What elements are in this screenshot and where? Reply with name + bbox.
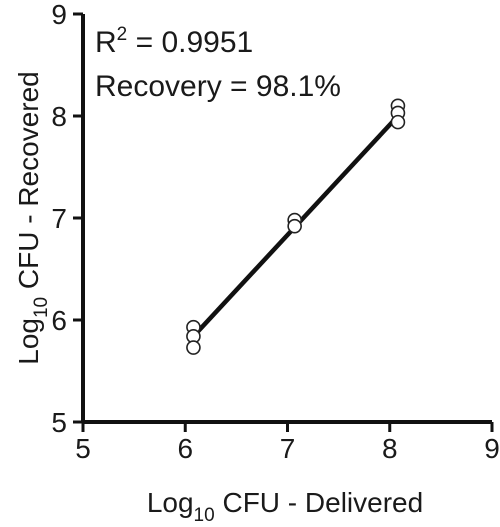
data-points <box>186 98 406 355</box>
y-tick-label: 6 <box>51 305 67 336</box>
y-tick-label: 7 <box>51 203 67 234</box>
x-tick-label: 9 <box>484 433 500 464</box>
y-axis-title: Log10 CFU - Recovered <box>13 71 52 364</box>
data-point <box>186 340 201 355</box>
x-axis-title: Log10 CFU - Delivered <box>147 487 423 526</box>
x-tick-label: 6 <box>177 433 193 464</box>
x-tick-label: 8 <box>382 433 398 464</box>
y-tick-label: 5 <box>51 407 67 438</box>
recovery-annotation: Recovery = 98.1% <box>95 70 341 103</box>
ticks: 5 6 7 8 9 5 6 7 8 9 <box>51 0 499 464</box>
x-tick-label: 7 <box>280 433 296 464</box>
y-tick-label: 9 <box>51 0 67 30</box>
data-point <box>287 218 302 234</box>
r2-annotation: R2 = 0.9951 <box>95 24 253 59</box>
y-tick-label: 8 <box>51 101 67 132</box>
data-point <box>390 114 406 130</box>
x-tick-label: 5 <box>75 433 91 464</box>
